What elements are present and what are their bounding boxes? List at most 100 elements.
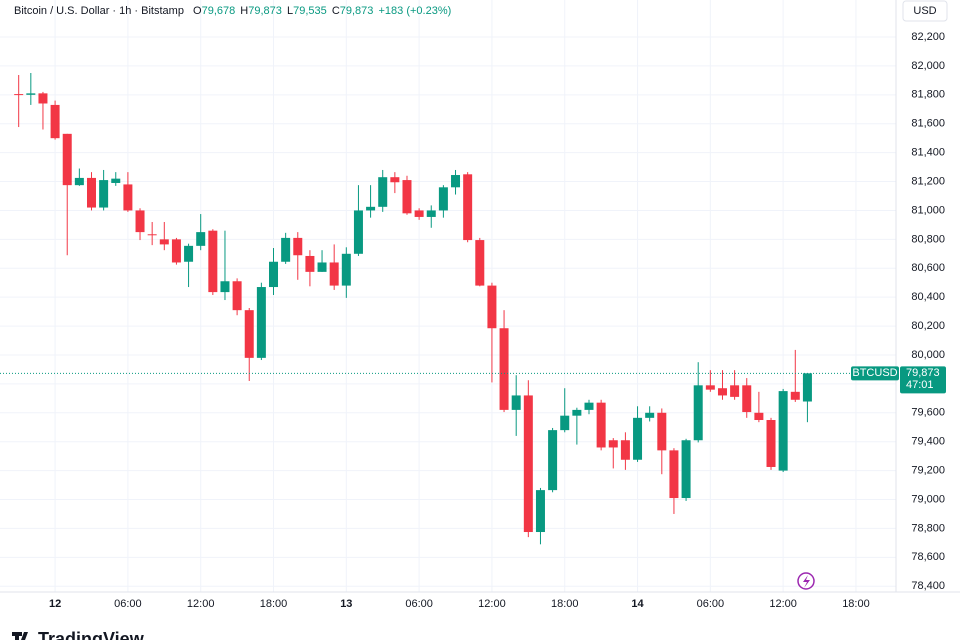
candle-body	[99, 180, 109, 208]
candle-body	[802, 373, 812, 402]
price-label: 79,873	[906, 367, 940, 379]
lightning-icon[interactable]	[797, 572, 815, 590]
y-tick-label: 81,800	[911, 89, 945, 101]
symbol-tag	[851, 366, 899, 381]
candle-body	[657, 412, 667, 451]
candle-body	[256, 287, 266, 358]
candle-body	[123, 184, 133, 211]
candle-body	[535, 490, 545, 533]
y-tick-label: 81,400	[911, 147, 945, 159]
candle-body	[669, 450, 679, 499]
candles	[14, 72, 812, 545]
candle-body	[499, 328, 509, 410]
candle-body	[208, 230, 218, 293]
candle-body	[523, 395, 533, 533]
ohlc-key: L	[287, 5, 293, 17]
y-tick-label: 79,000	[911, 493, 945, 505]
y-tick-label: 81,600	[911, 118, 945, 130]
candle-body	[584, 402, 594, 410]
x-tick-label: 18:00	[551, 598, 579, 610]
x-tick-label: 06:00	[697, 598, 725, 610]
candle-body	[220, 281, 230, 293]
candle-body	[269, 261, 279, 288]
candle-body	[742, 385, 752, 413]
x-tick-label: 06:00	[114, 598, 142, 610]
candle-body	[159, 239, 169, 245]
candle-body	[463, 174, 473, 241]
candle-body	[86, 177, 96, 208]
y-tick-label: 81,000	[911, 204, 945, 216]
x-tick-label: 12:00	[769, 598, 797, 610]
x-tick-label: 12	[49, 598, 61, 610]
y-tick-label: 78,400	[911, 580, 945, 592]
icon-bolt[interactable]	[803, 575, 810, 588]
y-tick-label: 79,200	[911, 465, 945, 477]
candle-body	[693, 385, 703, 441]
candle-body	[438, 187, 448, 211]
x-tick-label: 18:00	[260, 598, 288, 610]
brand: TradingView	[12, 629, 145, 640]
ohlc-value: 79,873	[248, 5, 282, 17]
y-tick-label: 80,600	[911, 262, 945, 274]
y-tick-label: 80,400	[911, 291, 945, 303]
y-tick-label: 82,200	[911, 31, 945, 43]
candle-body	[135, 210, 145, 233]
candle-body	[596, 402, 606, 448]
candle-body	[548, 430, 558, 491]
candle-body	[147, 234, 157, 236]
candle-body	[766, 420, 776, 467]
candle-body	[184, 245, 194, 262]
header: Bitcoin / U.S. Dollar · 1h · Bitstamp O7…	[14, 5, 451, 17]
candle-body	[487, 285, 497, 329]
candle-body	[232, 281, 242, 311]
title: Bitcoin / U.S. Dollar · 1h · Bitstamp	[14, 5, 184, 17]
currency[interactable]: USD	[913, 5, 936, 17]
ohlc-key: C	[332, 5, 340, 17]
x-tick-label: 12:00	[187, 598, 215, 610]
candle-body	[705, 385, 715, 390]
candle-body	[426, 210, 436, 217]
x-tick-label: 12:00	[478, 598, 506, 610]
candle-body	[717, 388, 727, 396]
candle-body	[402, 180, 412, 214]
candle-body	[475, 240, 485, 286]
currency-box[interactable]	[902, 0, 948, 22]
candle-body	[329, 262, 339, 286]
candle-body	[317, 262, 327, 272]
candle-body	[62, 133, 72, 186]
x-tick-label: 14	[631, 598, 644, 610]
y-tick-label: 82,000	[911, 60, 945, 72]
brand-logo	[12, 632, 28, 640]
candle-body	[281, 237, 291, 262]
ohlc-value: 79,678	[202, 5, 236, 17]
y-tick-label: 81,200	[911, 175, 945, 187]
candle-body	[244, 310, 254, 358]
x-tick-label: 18:00	[842, 598, 870, 610]
x-tick-label: 13	[340, 598, 352, 610]
candle-body	[608, 440, 618, 448]
candle-body	[511, 395, 521, 410]
candle-body	[378, 177, 388, 207]
candle-body	[341, 253, 351, 286]
y-tick-label: 79,600	[911, 407, 945, 419]
countdown-label: 47:01	[906, 379, 934, 391]
y-tick-label: 79,400	[911, 436, 945, 448]
candle-body	[171, 239, 181, 263]
price-tag	[900, 366, 946, 394]
axes: 78,400 78,600 78,800 79,000 79,200 79,400 79,6…	[0, 31, 946, 610]
candle-body	[293, 237, 303, 256]
candle-body	[645, 412, 655, 418]
candle-body	[730, 385, 740, 397]
candle-body	[790, 391, 800, 400]
candle-body	[111, 178, 121, 183]
candle-body	[50, 104, 60, 139]
candle-body	[778, 391, 788, 471]
y-tick-label: 78,600	[911, 551, 945, 563]
change: +183 (+0.23%)	[378, 5, 451, 17]
candle-body	[572, 409, 582, 416]
candle-body	[74, 177, 84, 186]
candle-body	[451, 175, 461, 188]
candle-body	[196, 232, 206, 246]
